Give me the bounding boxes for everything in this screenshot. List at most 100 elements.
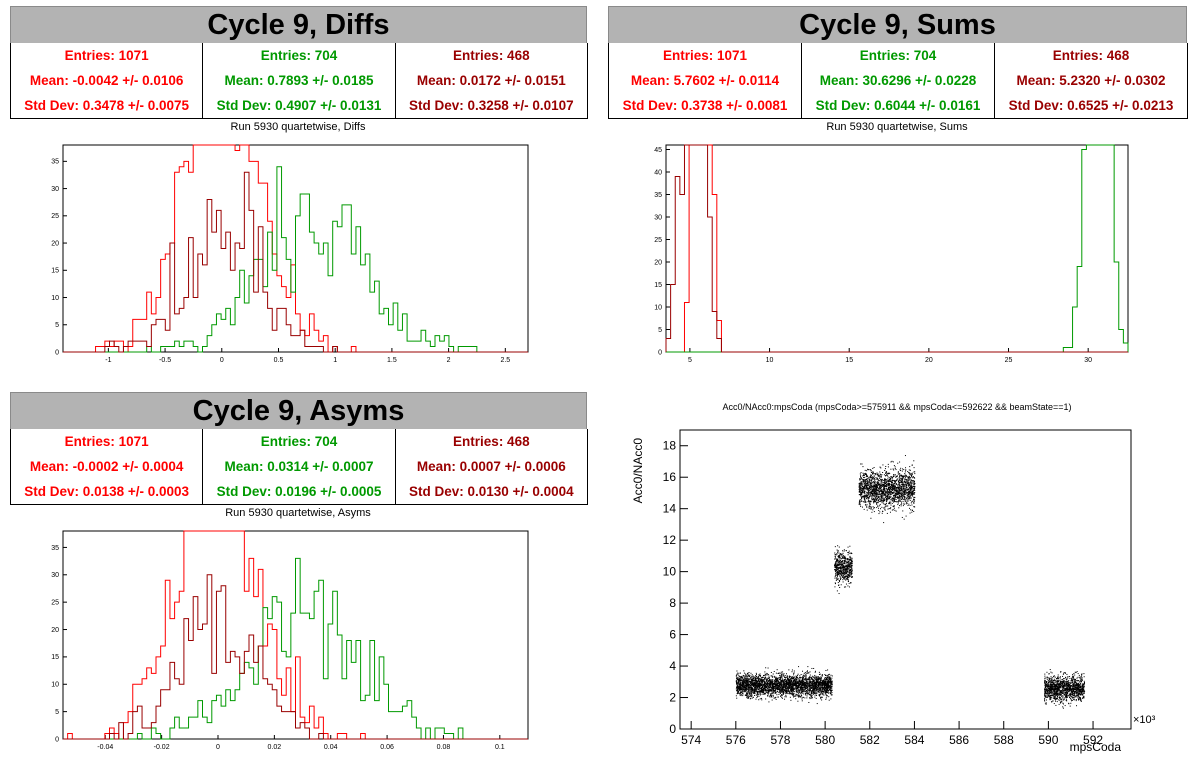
scatter-point (753, 679, 755, 681)
scatter-point (913, 467, 915, 469)
scatter-point (798, 684, 800, 686)
scatter-point (816, 684, 818, 686)
scatter-point (821, 691, 823, 693)
scatter-point (914, 487, 916, 489)
scatter-point (827, 680, 829, 682)
scatter-point (781, 696, 783, 698)
scatter-point (875, 484, 877, 486)
scatter-point (780, 672, 782, 674)
scatter-point (907, 496, 909, 498)
scatter-point (779, 681, 781, 683)
scatter-point (843, 577, 845, 579)
diffs-stats-darkred: Entries: 468 Mean: 0.0172 +/- 0.0151 Std… (394, 43, 587, 118)
scatter-point (906, 492, 908, 494)
scatter-point (795, 682, 797, 684)
scatter-point (778, 672, 780, 674)
scatter-point (884, 484, 886, 486)
scatter-point (816, 683, 818, 685)
scatter-point (790, 683, 792, 685)
scatter-point (801, 690, 803, 692)
scatter-point (823, 683, 825, 685)
scatter-point (859, 478, 861, 480)
scatter-point (873, 477, 875, 479)
scatter-point (754, 684, 756, 686)
scatter-point (756, 684, 758, 686)
scatter-point (889, 487, 891, 489)
asyms-stats-green: Entries: 704 Mean: 0.0314 +/- 0.0007 Std… (202, 429, 394, 504)
scatter-point (859, 487, 861, 489)
scatter-point (844, 570, 846, 572)
scatter-point (795, 686, 797, 688)
scatter-point (845, 569, 847, 571)
scatter-point (752, 676, 754, 678)
scatter-point (781, 689, 783, 691)
scatter-point (847, 569, 849, 571)
scatter-point (850, 552, 852, 554)
scatter-point (859, 499, 861, 501)
scatter-point (813, 684, 815, 686)
scatter-point (737, 677, 739, 679)
scatter-point (881, 500, 883, 502)
scatter-point (755, 682, 757, 684)
scatter-point (743, 684, 745, 686)
scatter-point (774, 681, 776, 683)
scatter-point (810, 695, 812, 697)
scatter-point (738, 681, 740, 683)
scatter-point (829, 687, 831, 689)
scatter-point (842, 556, 844, 558)
scatter-point (756, 680, 758, 682)
scatter-point (914, 483, 916, 485)
scatter-point (783, 687, 785, 689)
scatter-point (819, 680, 821, 682)
scatter-point (900, 481, 902, 483)
scatter-point (775, 685, 777, 687)
scatter-point (850, 572, 852, 574)
scatter-point (815, 686, 817, 688)
scatter-point (897, 497, 899, 499)
scatter-point (894, 485, 896, 487)
scatter-point (843, 566, 845, 568)
scatter-point (864, 498, 866, 500)
scatter-point (771, 675, 773, 677)
y-tick-label: 30 (654, 214, 662, 221)
scatter-point (769, 689, 771, 691)
scatter-point (782, 685, 784, 687)
scatter-point (792, 689, 794, 691)
scatter-point (763, 693, 765, 695)
scatter-point (774, 678, 776, 680)
stat-entries: Entries: 468 (1052, 48, 1130, 63)
scatter-point (785, 688, 787, 690)
scatter-point (755, 678, 757, 680)
scatter-point (792, 695, 794, 697)
scatter-point (883, 486, 885, 488)
scatter-point (831, 683, 833, 685)
scatter-point (880, 500, 882, 502)
scatter-point (851, 560, 853, 562)
scatter-point (785, 685, 787, 687)
scatter-point (899, 499, 901, 501)
scatter-point (837, 572, 839, 574)
scatter-point (839, 576, 841, 578)
scatter-point (825, 685, 827, 687)
scatter-point (825, 692, 827, 694)
scatter-point (786, 678, 788, 680)
scatter-point (786, 676, 788, 678)
x-tick-label: 0.1 (495, 744, 505, 751)
scatter-point (866, 486, 868, 488)
sums-stats-green: Entries: 704 Mean: 30.6296 +/- 0.0228 St… (801, 43, 994, 118)
scatter-point (778, 684, 780, 686)
scatter-point (820, 691, 822, 693)
stat-std: Std Dev: 0.4907 +/- 0.0131 (216, 98, 382, 113)
scatter-point (798, 686, 800, 688)
scatter-point (834, 569, 836, 571)
y-tick-label: 15 (51, 268, 59, 275)
scatter-point (887, 490, 889, 492)
scatter-point (830, 684, 832, 686)
scatter-point (906, 481, 908, 483)
scatter-point (823, 687, 825, 689)
scatter-point (765, 679, 767, 681)
scatter-point (884, 487, 886, 489)
scatter-point (898, 484, 900, 486)
scatter-point (886, 482, 888, 484)
scatter-point (803, 685, 805, 687)
